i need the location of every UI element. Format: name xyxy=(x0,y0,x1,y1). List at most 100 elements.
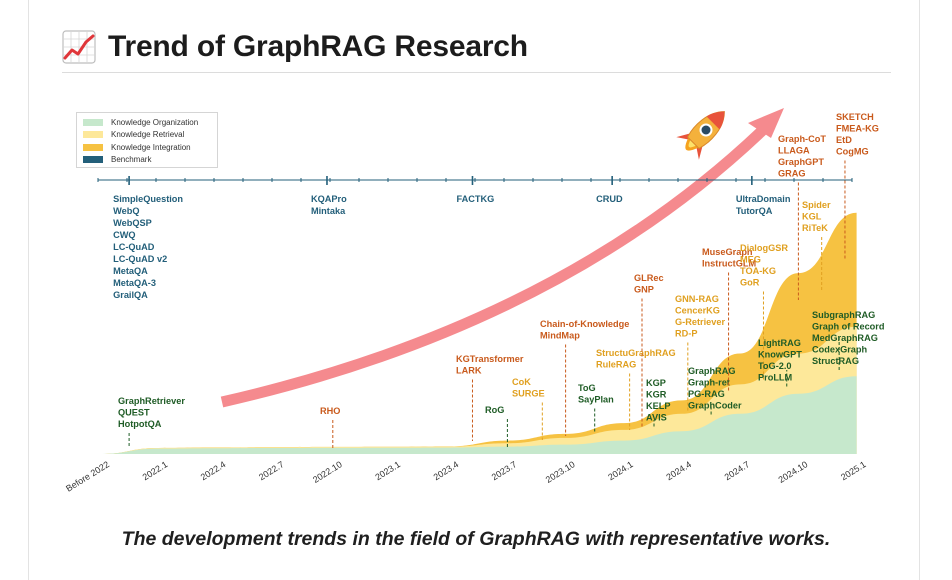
benchmark-label: KQAPro xyxy=(311,194,347,204)
rocket-icon xyxy=(676,111,725,160)
work-label: CogMG xyxy=(836,147,869,157)
work-label: PG-RAG xyxy=(688,389,725,399)
benchmark-label: MetaQA-3 xyxy=(113,278,156,288)
x-tick-label: 2024.4 xyxy=(664,459,693,482)
x-tick-label: 2022.1 xyxy=(141,459,170,482)
work-label: RHO xyxy=(320,406,340,416)
area-layer xyxy=(100,212,857,454)
x-tick-label: 2024.10 xyxy=(777,459,810,485)
work-label: SayPlan xyxy=(578,395,614,405)
work-label: StructuGraphRAG xyxy=(596,348,676,358)
page-header: Trend of GraphRAG Research xyxy=(62,22,891,73)
work-label: TOA-KG xyxy=(740,266,776,276)
work-label: CencerKG xyxy=(675,306,720,316)
x-tick-label: 2024.1 xyxy=(606,459,635,482)
work-label: EtD xyxy=(836,135,852,145)
legend-label-integration: Knowledge Integration xyxy=(111,142,191,152)
work-label: StructRAG xyxy=(812,356,859,366)
x-tick-label: 2024.7 xyxy=(723,459,752,482)
legend-item-integration: Knowledge Integration xyxy=(83,141,211,154)
work-label: HotpotQA xyxy=(118,419,162,429)
x-tick-label: 2023.1 xyxy=(373,459,402,482)
x-tick-label: 2023.10 xyxy=(544,459,577,485)
work-label: DialogGSR xyxy=(740,243,788,253)
legend-swatch-benchmark xyxy=(83,156,103,164)
x-tick-label: Before 2022 xyxy=(64,459,111,493)
x-tick-label: 2023.7 xyxy=(490,459,519,482)
legend-item-retrieval: Knowledge Retrieval xyxy=(83,129,211,142)
area-knowledge-organization xyxy=(100,376,857,454)
area-knowledge-retrieval xyxy=(100,326,857,454)
work-label: Graph-ret xyxy=(688,378,730,388)
work-label: KELP xyxy=(646,401,671,411)
work-label: SURGE xyxy=(512,389,545,399)
work-label: RoG xyxy=(485,405,504,415)
work-label: GRAG xyxy=(778,169,806,179)
trend-chart: SimpleQuestion WebQ WebQSP CWQ LC-QuAD LC-QuA… xyxy=(64,108,885,494)
work-label: LARK xyxy=(456,366,482,376)
x-tick-label: 2022.10 xyxy=(311,459,344,485)
benchmark-label: FACTKG xyxy=(456,194,494,204)
work-label: MindMap xyxy=(540,331,580,341)
work-label: SubgraphRAG xyxy=(812,310,875,320)
x-axis: Before 2022 2022.1 2022.4 2022.7 2022.10 2023… xyxy=(64,459,867,493)
work-label: ToG-2.0 xyxy=(758,361,792,371)
legend-item-benchmark: Benchmark xyxy=(83,154,211,167)
legend-label-benchmark: Benchmark xyxy=(111,155,152,165)
benchmark-label: WebQSP xyxy=(113,218,152,228)
benchmark-label: CWQ xyxy=(113,230,135,240)
benchmark-label: Mintaka xyxy=(311,206,346,216)
work-label: InstructGLM xyxy=(702,259,756,269)
benchmark-label: LC-QuAD xyxy=(113,242,155,252)
work-label: Graph-CoT xyxy=(778,134,826,144)
work-label: KGL xyxy=(802,212,822,222)
benchmark-label: MetaQA xyxy=(113,266,148,276)
work-label: GNN-RAG xyxy=(675,294,719,304)
benchmark-label: TutorQA xyxy=(736,206,773,216)
work-label: GoR xyxy=(740,278,760,288)
work-label: RiTeK xyxy=(802,223,828,233)
benchmark-timeline: SimpleQuestion WebQ WebQSP CWQ LC-QuAD LC-QuA… xyxy=(97,176,853,300)
work-label: Spider xyxy=(802,200,831,210)
benchmark-label: GrailQA xyxy=(113,290,148,300)
work-label: Chain-of-Knowledge xyxy=(540,319,629,329)
work-label: SKETCH xyxy=(836,112,874,122)
legend-swatch-retrieval xyxy=(83,131,103,139)
work-label: ToG xyxy=(578,383,596,393)
benchmark-label: WebQ xyxy=(113,206,139,216)
legend-item-organization: Knowledge Organization xyxy=(83,116,211,129)
work-label: CodexGraph xyxy=(812,345,868,355)
work-label: FMEA-KG xyxy=(836,124,879,134)
work-label: MedGraphRAG xyxy=(812,333,878,343)
work-label: KGTransformer xyxy=(456,354,524,364)
work-label: ProLLM xyxy=(758,373,793,383)
page-title: Trend of GraphRAG Research xyxy=(108,30,528,63)
work-label: KGR xyxy=(646,390,667,400)
work-label: QUEST xyxy=(118,408,150,418)
x-tick-label: 2023.4 xyxy=(432,459,461,482)
legend-swatch-integration xyxy=(83,143,103,151)
x-tick-label: 2022.7 xyxy=(257,459,286,482)
content-frame xyxy=(28,0,920,580)
work-label: GNP xyxy=(634,285,654,295)
legend-label-retrieval: Knowledge Retrieval xyxy=(111,130,185,140)
work-label: RD-P xyxy=(675,329,697,339)
work-label: RuleRAG xyxy=(596,360,636,370)
work-label: G-Retriever xyxy=(675,317,725,327)
work-label: GraphRAG xyxy=(688,366,735,376)
work-label: GraphGPT xyxy=(778,157,824,167)
work-label: Graph of Record xyxy=(812,322,885,332)
benchmark-label: CRUD xyxy=(596,194,623,204)
work-label: KnowGPT xyxy=(758,350,802,360)
work-label: LLAGA xyxy=(778,146,810,156)
chart-increasing-icon xyxy=(62,30,96,64)
trend-arrow-head xyxy=(748,108,784,138)
work-label: KGP xyxy=(646,378,666,388)
legend-label-organization: Knowledge Organization xyxy=(111,117,199,127)
legend-swatch-organization xyxy=(83,118,103,126)
benchmark-label: LC-QuAD v2 xyxy=(113,254,167,264)
work-label: MEG xyxy=(740,255,761,265)
work-label: LightRAG xyxy=(758,338,801,348)
figure-caption: The development trends in the field of G… xyxy=(121,528,831,550)
